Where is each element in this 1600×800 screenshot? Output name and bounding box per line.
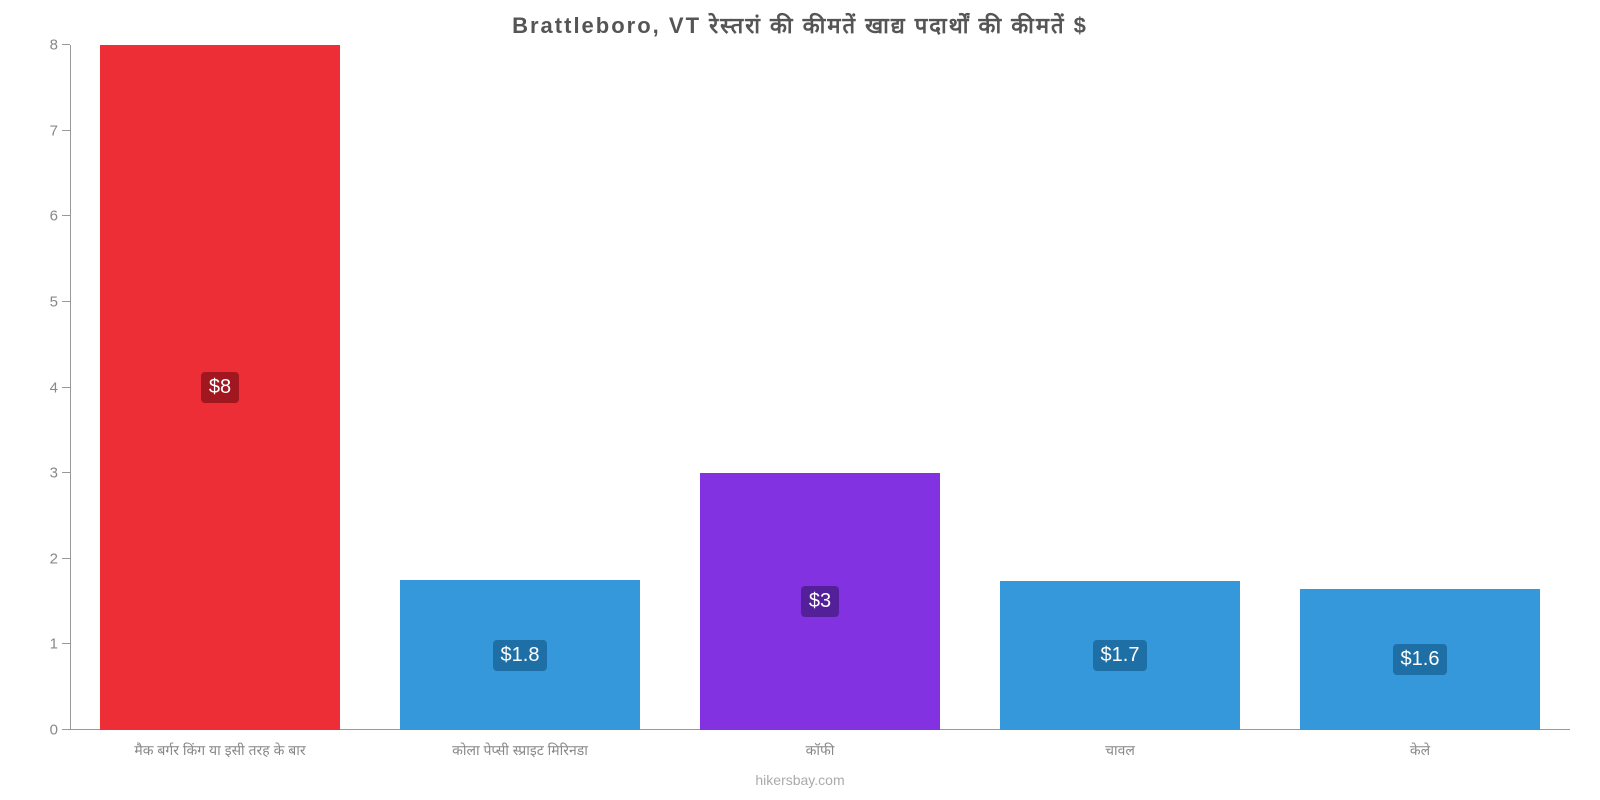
y-tick-label: 6: [50, 208, 58, 225]
bars-group: $8 $1.8 $3 $1.7 $1.6: [70, 45, 1570, 730]
x-axis-labels: मैक बर्गर किंग या इसी तरह के बारकोला पेप…: [70, 741, 1570, 760]
y-tick: [62, 215, 70, 216]
y-tick-label: 1: [50, 636, 58, 653]
y-tick: [62, 472, 70, 473]
plot-area: 012345678 $8$1.8$3$1.7$1.6: [70, 45, 1570, 730]
x-axis-label: कोला पेप्सी स्प्राइट मिरिनडा: [370, 741, 670, 760]
y-tick: [62, 301, 70, 302]
x-axis-label: मैक बर्गर किंग या इसी तरह के बार: [70, 741, 370, 760]
bar: $8: [100, 45, 340, 730]
x-axis-label: कॉफी: [670, 741, 970, 760]
y-tick: [62, 643, 70, 644]
chart-footer: hikersbay.com: [0, 772, 1600, 788]
bar: $1.8: [400, 580, 640, 730]
value-badge: $1.6: [1393, 644, 1448, 675]
bar: $3: [700, 473, 940, 730]
y-tick-label: 7: [50, 122, 58, 139]
value-badge: $1.7: [1093, 640, 1148, 671]
y-tick: [62, 130, 70, 131]
bar: $1.6: [1300, 589, 1540, 730]
bar-slot: $1.8: [370, 45, 670, 730]
y-tick-label: 3: [50, 465, 58, 482]
bar-slot: $8: [70, 45, 370, 730]
y-tick-label: 8: [50, 37, 58, 54]
value-badge: $8: [201, 372, 239, 403]
y-tick: [62, 44, 70, 45]
chart-title: Brattleboro, VT रेस्तरां की कीमतें खाद्य…: [0, 10, 1600, 40]
y-tick-label: 4: [50, 379, 58, 396]
bar-slot: $1.6: [1270, 45, 1570, 730]
price-bar-chart: Brattleboro, VT रेस्तरां की कीमतें खाद्य…: [0, 0, 1600, 800]
x-axis-label: चावल: [970, 741, 1270, 760]
y-tick: [62, 558, 70, 559]
x-axis-label: केले: [1270, 741, 1570, 760]
y-tick: [62, 729, 70, 730]
y-tick: [62, 387, 70, 388]
value-badge: $3: [801, 586, 839, 617]
bar-slot: $3: [670, 45, 970, 730]
y-tick-label: 2: [50, 550, 58, 567]
y-tick-label: 0: [50, 722, 58, 739]
y-tick-label: 5: [50, 293, 58, 310]
bar: $1.7: [1000, 581, 1240, 730]
value-badge: $1.8: [493, 640, 548, 671]
bar-slot: $1.7: [970, 45, 1270, 730]
